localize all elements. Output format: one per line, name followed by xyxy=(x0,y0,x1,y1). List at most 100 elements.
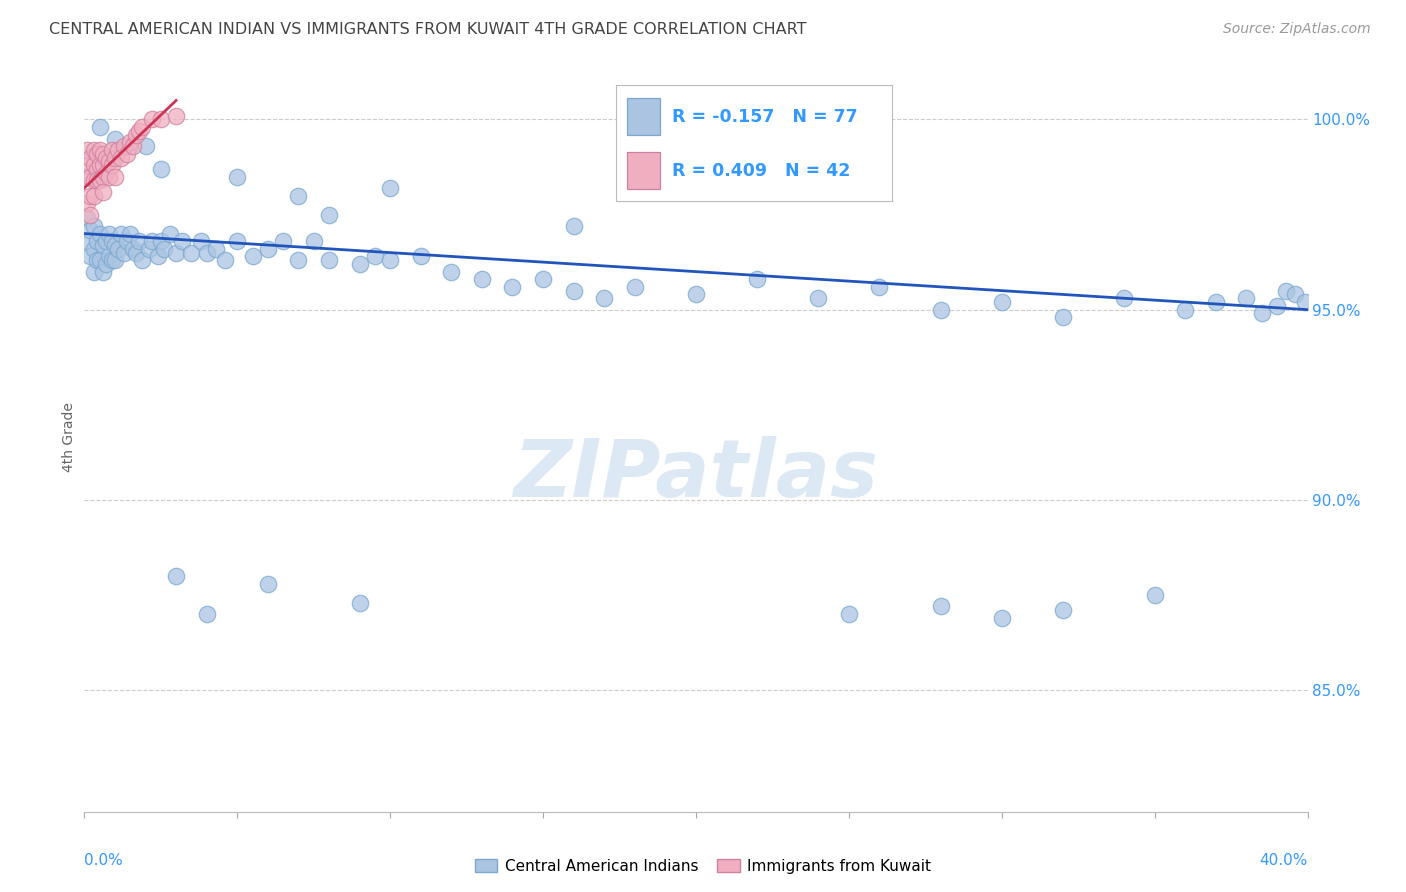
Point xyxy=(97,249,120,263)
Point xyxy=(76,211,98,226)
Y-axis label: 4th Grade: 4th Grade xyxy=(62,402,76,472)
Point xyxy=(89,120,111,134)
Text: 0.0%: 0.0% xyxy=(84,853,124,868)
Point xyxy=(76,196,98,211)
Point xyxy=(471,272,494,286)
Point xyxy=(79,208,101,222)
Point xyxy=(112,139,135,153)
Point xyxy=(869,280,891,294)
Point xyxy=(128,124,150,138)
Point xyxy=(101,234,124,248)
Point xyxy=(271,234,294,248)
Point xyxy=(91,238,114,252)
Point xyxy=(364,249,387,263)
Point xyxy=(214,253,236,268)
Point xyxy=(165,245,187,260)
Point xyxy=(79,249,101,263)
Point xyxy=(83,242,105,256)
Point xyxy=(242,249,264,263)
Point xyxy=(94,257,117,271)
Point xyxy=(79,188,101,202)
Point xyxy=(120,136,142,150)
Point xyxy=(159,227,181,241)
Point xyxy=(101,158,124,172)
Point xyxy=(91,185,114,199)
Point xyxy=(79,223,101,237)
Point xyxy=(380,253,402,268)
Point xyxy=(562,219,585,233)
Point xyxy=(1114,291,1136,305)
Point xyxy=(83,219,105,233)
Point xyxy=(104,253,127,268)
Point xyxy=(94,166,117,180)
Point xyxy=(153,242,176,256)
Point xyxy=(287,253,309,268)
Point xyxy=(89,158,111,172)
Point xyxy=(1205,295,1227,310)
Point xyxy=(257,576,280,591)
Point xyxy=(91,146,114,161)
Point xyxy=(1143,588,1166,602)
Point xyxy=(79,151,101,165)
Point xyxy=(165,569,187,583)
Point xyxy=(226,169,249,184)
Point xyxy=(318,208,340,222)
Point xyxy=(86,161,108,176)
Point xyxy=(531,272,554,286)
Point xyxy=(1275,284,1298,298)
Point xyxy=(107,242,129,256)
Point xyxy=(502,280,524,294)
Point xyxy=(83,188,105,202)
Point xyxy=(76,234,98,248)
Point xyxy=(128,234,150,248)
Point xyxy=(149,112,172,127)
Point xyxy=(929,302,952,317)
Point xyxy=(97,169,120,184)
Point xyxy=(141,112,163,127)
Point xyxy=(86,173,108,187)
Point xyxy=(112,245,135,260)
Point xyxy=(807,291,830,305)
Point xyxy=(1174,302,1197,317)
Point xyxy=(991,611,1014,625)
Point xyxy=(1284,287,1306,301)
Point xyxy=(76,169,98,184)
Point xyxy=(86,234,108,248)
Point xyxy=(205,242,228,256)
Legend: Central American Indians, Immigrants from Kuwait: Central American Indians, Immigrants fro… xyxy=(468,853,938,880)
Point xyxy=(107,143,129,157)
Point xyxy=(257,242,280,256)
Point xyxy=(1250,306,1272,320)
Point xyxy=(79,169,101,184)
Point xyxy=(97,154,120,169)
Point xyxy=(929,599,952,614)
Point xyxy=(120,227,142,241)
Point xyxy=(1052,310,1074,325)
Point xyxy=(89,227,111,241)
Point xyxy=(91,158,114,172)
Point xyxy=(287,188,309,202)
Point xyxy=(120,139,142,153)
Point xyxy=(138,242,160,256)
Point xyxy=(991,295,1014,310)
Point xyxy=(409,249,432,263)
Point xyxy=(101,253,124,268)
Text: ZIPatlas: ZIPatlas xyxy=(513,435,879,514)
Point xyxy=(110,227,132,241)
Point xyxy=(125,245,148,260)
Point xyxy=(76,158,98,172)
Point xyxy=(1236,291,1258,305)
Point xyxy=(91,169,114,184)
Point xyxy=(149,234,172,248)
Point xyxy=(141,234,163,248)
Point xyxy=(104,238,127,252)
Point xyxy=(83,265,105,279)
Point xyxy=(131,253,153,268)
Point xyxy=(76,143,98,157)
Point xyxy=(94,151,117,165)
Point xyxy=(349,595,371,609)
Point xyxy=(104,131,127,145)
Point xyxy=(195,245,218,260)
Point xyxy=(149,161,172,176)
Point xyxy=(91,265,114,279)
